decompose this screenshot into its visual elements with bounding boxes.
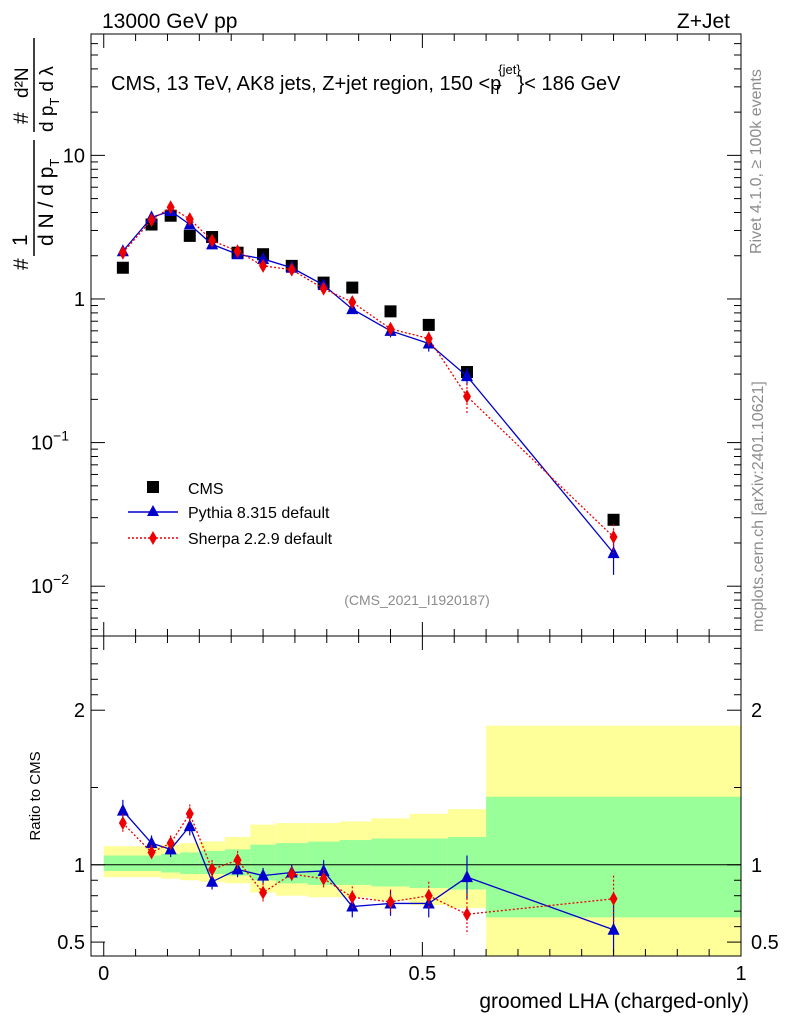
rivet-version-label: Rivet 4.1.0, ≥ 100k events xyxy=(748,69,765,254)
ratio-frame xyxy=(90,635,742,957)
ratio-point xyxy=(257,868,270,881)
uncertainty-band-inner xyxy=(371,838,410,887)
data-point xyxy=(257,251,270,264)
data-point xyxy=(287,262,296,277)
ratio-point xyxy=(166,836,175,851)
main-y-tick-label: 10−2 xyxy=(31,571,69,598)
ratio-line-0 xyxy=(122,810,614,931)
x-axis-label: groomed LHA (charged-only) xyxy=(479,990,749,1013)
svg-text:d pTd λ: d pTd λ xyxy=(37,66,62,132)
main-y-tick-label: 10 xyxy=(63,145,85,167)
ratio-point xyxy=(348,890,357,905)
data-point xyxy=(118,245,127,260)
svg-text:Pythia 8.315 default: Pythia 8.315 default xyxy=(188,505,330,522)
data-point xyxy=(166,200,175,215)
data-point xyxy=(259,258,268,273)
x-tick-label: 0.5 xyxy=(408,963,436,985)
ratio-point xyxy=(460,870,473,883)
legend-entry-cms: CMS xyxy=(147,481,224,498)
uncertainty-band-inner xyxy=(180,852,200,875)
data-point xyxy=(116,261,129,274)
ratio-y-tick-label-left: 1 xyxy=(74,855,85,877)
legend: CMS Pythia 8.315 default Sherpa 2.2.9 de… xyxy=(128,481,333,548)
svg-text:d N / d pT: d N / d pT xyxy=(35,159,62,246)
ratio-point xyxy=(233,853,242,868)
uncertainty-band-inner xyxy=(161,853,181,873)
ratio-point xyxy=(183,819,196,832)
ratio-point xyxy=(424,888,433,903)
main-y-tick-label: 10−1 xyxy=(31,428,69,455)
ratio-point xyxy=(609,891,618,906)
energy-label: 13000 GeV pp xyxy=(102,10,237,33)
ratio-point xyxy=(259,885,268,900)
data-point xyxy=(233,244,242,259)
series-line-1 xyxy=(122,210,615,554)
svg-text:#: # xyxy=(10,258,33,270)
main-y-tick-label: 1 xyxy=(74,289,85,311)
data-point xyxy=(424,331,433,346)
ratio-line-1 xyxy=(122,812,614,915)
ratio-point xyxy=(462,907,471,922)
ratio-point xyxy=(287,867,296,882)
data-point xyxy=(609,530,618,545)
analysis-watermark: (CMS_2021_I1920187) xyxy=(344,592,490,608)
ratio-point xyxy=(208,862,217,877)
data-point xyxy=(386,321,395,336)
uncertainty-band-inner xyxy=(409,838,448,888)
mcplots-label: mcplots.cern.ch [arXiv:2401.10621] xyxy=(750,381,767,632)
ratio-point xyxy=(319,871,328,886)
data-point xyxy=(607,513,620,526)
ratio-point xyxy=(386,894,395,909)
svg-text:d²N: d²N xyxy=(12,67,33,98)
data-point xyxy=(346,281,359,294)
data-point xyxy=(319,281,328,296)
data-point xyxy=(384,305,397,318)
ratio-point xyxy=(607,922,620,935)
ratio-y-axis-label: Ratio to CMS xyxy=(27,751,44,840)
ratio-point xyxy=(147,845,156,860)
ratio-point xyxy=(185,806,194,821)
ratio-y-tick-label-right: 2 xyxy=(751,700,762,722)
legend-entry-sherpa: Sherpa 2.2.9 default xyxy=(128,531,333,548)
data-point xyxy=(348,295,357,310)
ratio-point xyxy=(346,899,359,912)
data-point xyxy=(422,318,435,331)
ratio-point xyxy=(116,803,129,816)
uncertainty-band-inner xyxy=(103,855,142,871)
ratio-y-tick-label-left: 0.5 xyxy=(57,932,85,954)
data-point xyxy=(185,212,194,227)
data-point xyxy=(462,389,471,404)
svg-text:CMS: CMS xyxy=(188,481,224,498)
main-y-axis-label: # 1 d N / d pT # d²N d pTd λ xyxy=(9,38,62,270)
svg-text:Sherpa 2.2.9 default: Sherpa 2.2.9 default xyxy=(188,531,333,548)
data-point xyxy=(607,546,620,559)
ratio-y-tick-label-left: 2 xyxy=(74,700,85,722)
legend-entry-pythia: Pythia 8.315 default xyxy=(128,505,330,522)
uncertainty-band-inner xyxy=(339,840,372,885)
x-tick-label: 1 xyxy=(735,963,746,985)
ratio-panel: 2 21 10.5 0.50 0.5 1 Ratio to CMS groomed LHA… xyxy=(27,635,779,1013)
svg-text:#: # xyxy=(10,112,33,124)
main-panel: 10 1 10−1 10−2 CMS, 13 TeV, AK8 jets, Z+jet… xyxy=(9,33,742,637)
x-tick-label: 0 xyxy=(98,963,109,985)
process-label: Z+Jet xyxy=(677,10,730,33)
ratio-point xyxy=(118,816,127,831)
ratio-y-tick-label-right: 1 xyxy=(751,855,762,877)
ratio-point xyxy=(206,874,219,887)
data-point xyxy=(208,233,217,248)
plot-title: CMS, 13 TeV, AK8 jets, Z+jet region, 150… xyxy=(111,62,621,97)
uncertainty-band-inner xyxy=(141,855,162,871)
ratio-y-tick-label-right: 0.5 xyxy=(751,932,779,954)
ratio-point xyxy=(145,836,158,849)
data-point xyxy=(147,212,156,227)
svg-text:1: 1 xyxy=(9,234,32,246)
data-point xyxy=(460,369,473,382)
data-point xyxy=(183,229,196,242)
